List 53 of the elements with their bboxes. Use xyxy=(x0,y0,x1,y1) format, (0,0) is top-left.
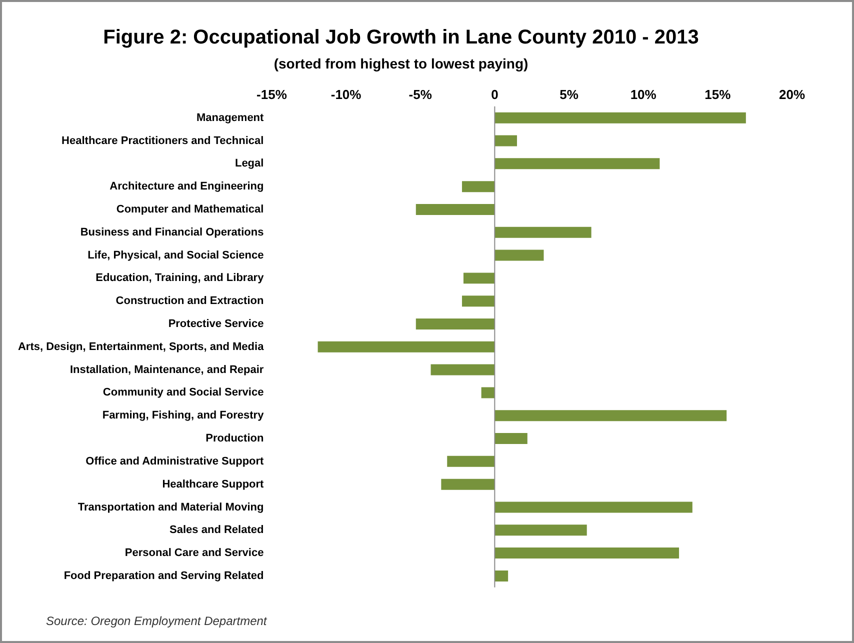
bar xyxy=(494,548,680,559)
bar xyxy=(494,502,692,513)
y-tick-label: Computer and Mathematical xyxy=(116,204,264,216)
bar xyxy=(494,250,544,261)
bar xyxy=(481,387,495,398)
bar xyxy=(494,112,746,124)
y-tick-label: Healthcare Support xyxy=(162,478,264,490)
x-tick-label: 20% xyxy=(778,87,806,102)
bar xyxy=(441,478,495,490)
y-tick-label: Construction and Extraction xyxy=(116,295,264,308)
bar xyxy=(494,524,587,536)
y-tick-label: Transportation and Material Moving xyxy=(78,501,264,514)
y-tick-label: Protective Service xyxy=(168,318,264,330)
bar xyxy=(494,410,727,422)
y-tick-label: Sales and Related xyxy=(170,524,264,536)
bar xyxy=(318,341,495,352)
y-tick-label: Food Preparation and Serving Related xyxy=(64,570,264,582)
bar xyxy=(494,158,660,170)
bar xyxy=(494,226,592,238)
bar xyxy=(463,272,495,284)
y-tick-label: Healthcare Practitioners and Technical xyxy=(62,134,264,147)
source-note: Source: Oregon Employment Department xyxy=(46,614,267,628)
bar xyxy=(462,181,495,192)
y-tick-label: Office and Administrative Support xyxy=(86,455,264,468)
bar xyxy=(494,570,508,582)
bar xyxy=(494,135,517,146)
chart-title: Figure 2: Occupational Job Growth in Lane County 2010 - 2013 xyxy=(103,26,699,49)
y-tick-label: Personal Care and Service xyxy=(124,547,264,560)
x-tick-label: -15% xyxy=(256,87,288,102)
y-tick-label: Legal xyxy=(234,158,264,170)
y-tick-label: Farming, Fishing, and Forestry xyxy=(102,410,265,422)
x-tick-label: -10% xyxy=(330,87,362,102)
y-tick-label: Arts, Design, Entertainment, Sports, and Media xyxy=(18,340,265,353)
bar xyxy=(447,456,495,467)
y-tick-label: Architecture and Engineering xyxy=(110,180,264,193)
x-tick-label: 5% xyxy=(560,87,579,102)
y-tick-label: Business and Financial Operations xyxy=(80,226,264,238)
x-tick-label: 15% xyxy=(704,87,732,102)
bar xyxy=(430,364,495,376)
y-tick-label: Management xyxy=(196,112,264,124)
x-tick-label: -5% xyxy=(408,87,432,102)
y-tick-label: Community and Social Service xyxy=(102,386,264,399)
bar xyxy=(494,433,528,444)
bar xyxy=(416,204,495,215)
y-tick-label: Production xyxy=(206,432,264,445)
bar xyxy=(462,296,495,307)
y-tick-label: Life, Physical, and Social Science xyxy=(88,249,264,262)
x-tick-label: 10% xyxy=(630,87,657,102)
x-tick-label: 0 xyxy=(491,87,498,102)
y-tick-label: Installation, Maintenance, and Repair xyxy=(70,364,264,376)
bar xyxy=(416,318,495,330)
chart-subtitle: (sorted from highest to lowest paying) xyxy=(274,55,528,72)
y-tick-label: Education, Training, and Library xyxy=(96,272,265,284)
